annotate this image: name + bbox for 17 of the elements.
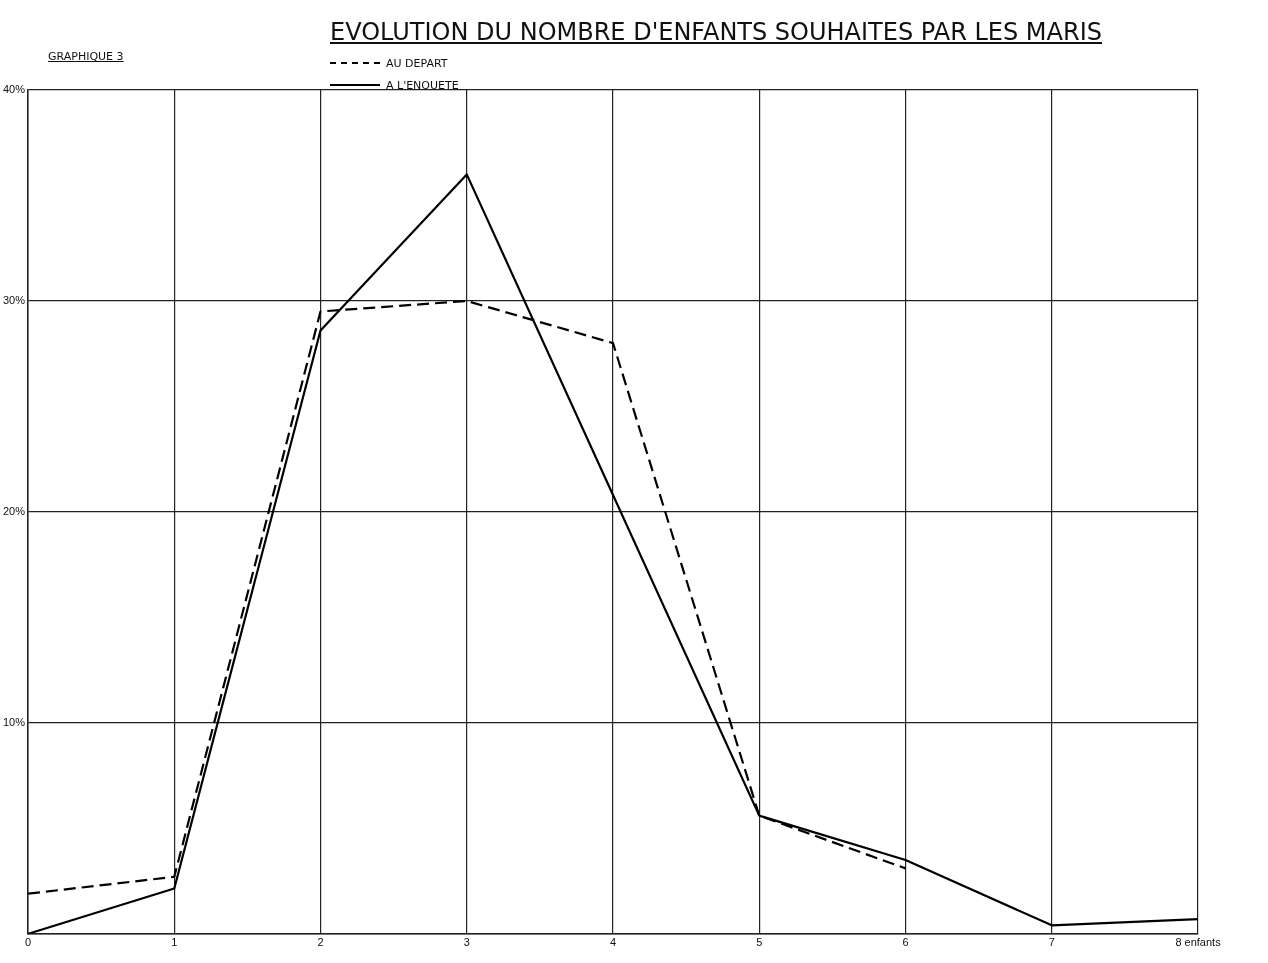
x-tick-label: 5 [756,936,763,949]
y-tick-label: 40% [2,83,26,96]
x-tick-label: 6 [902,936,909,949]
x-tick-label: 3 [463,936,470,949]
x-tick-label: 0 [24,936,32,949]
y-tick-label: 10% [2,715,26,728]
x-tick-label: 4 [609,936,617,949]
legend-label: A L'ENQUETE [386,78,459,92]
y-tick-label: 30% [2,293,26,306]
x-tick-label: 1 [171,936,178,949]
x-tick-label: 8 enfants [1175,936,1222,949]
x-tick-label: 2 [317,936,324,949]
text: GRAPHIQUE 3 [48,50,124,63]
x-tick-label: 7 [1048,936,1055,949]
y-tick-label: 20% [2,504,26,517]
legend-label: AU DEPART [386,56,448,70]
chart-title: EVOLUTION DU NOMBRE D'ENFANTS SOUHAITES PAR LES MARIS [330,18,1102,46]
